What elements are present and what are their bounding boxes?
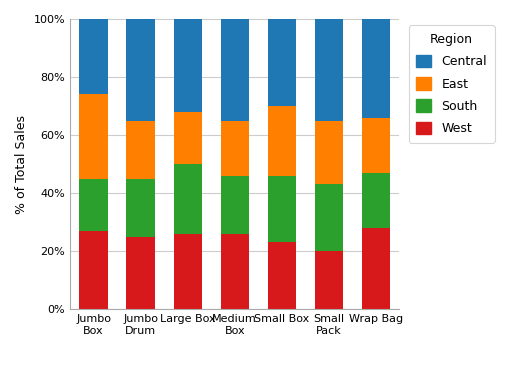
Bar (268, 242, 296, 309)
Bar (315, 251, 343, 309)
Bar (79, 231, 108, 309)
Bar (361, 173, 390, 228)
Bar (79, 179, 108, 231)
Bar (126, 237, 155, 309)
Bar (126, 19, 155, 121)
Bar (268, 106, 296, 176)
Bar (315, 19, 343, 121)
Bar (174, 19, 202, 112)
Bar (361, 118, 390, 173)
Bar (221, 234, 249, 309)
Bar (221, 121, 249, 176)
Bar (79, 94, 108, 179)
Bar (315, 184, 343, 251)
Bar (268, 19, 296, 106)
Bar (361, 228, 390, 309)
Bar (315, 121, 343, 184)
Legend: Central, East, South, West: Central, East, South, West (409, 25, 495, 143)
Bar (268, 176, 296, 242)
Bar (221, 19, 249, 121)
Bar (174, 164, 202, 234)
Bar (174, 234, 202, 309)
Bar (361, 19, 390, 118)
Bar (221, 176, 249, 234)
Y-axis label: % of Total Sales: % of Total Sales (15, 115, 28, 213)
Bar (126, 121, 155, 179)
Bar (174, 112, 202, 164)
Bar (79, 19, 108, 94)
Bar (126, 179, 155, 237)
